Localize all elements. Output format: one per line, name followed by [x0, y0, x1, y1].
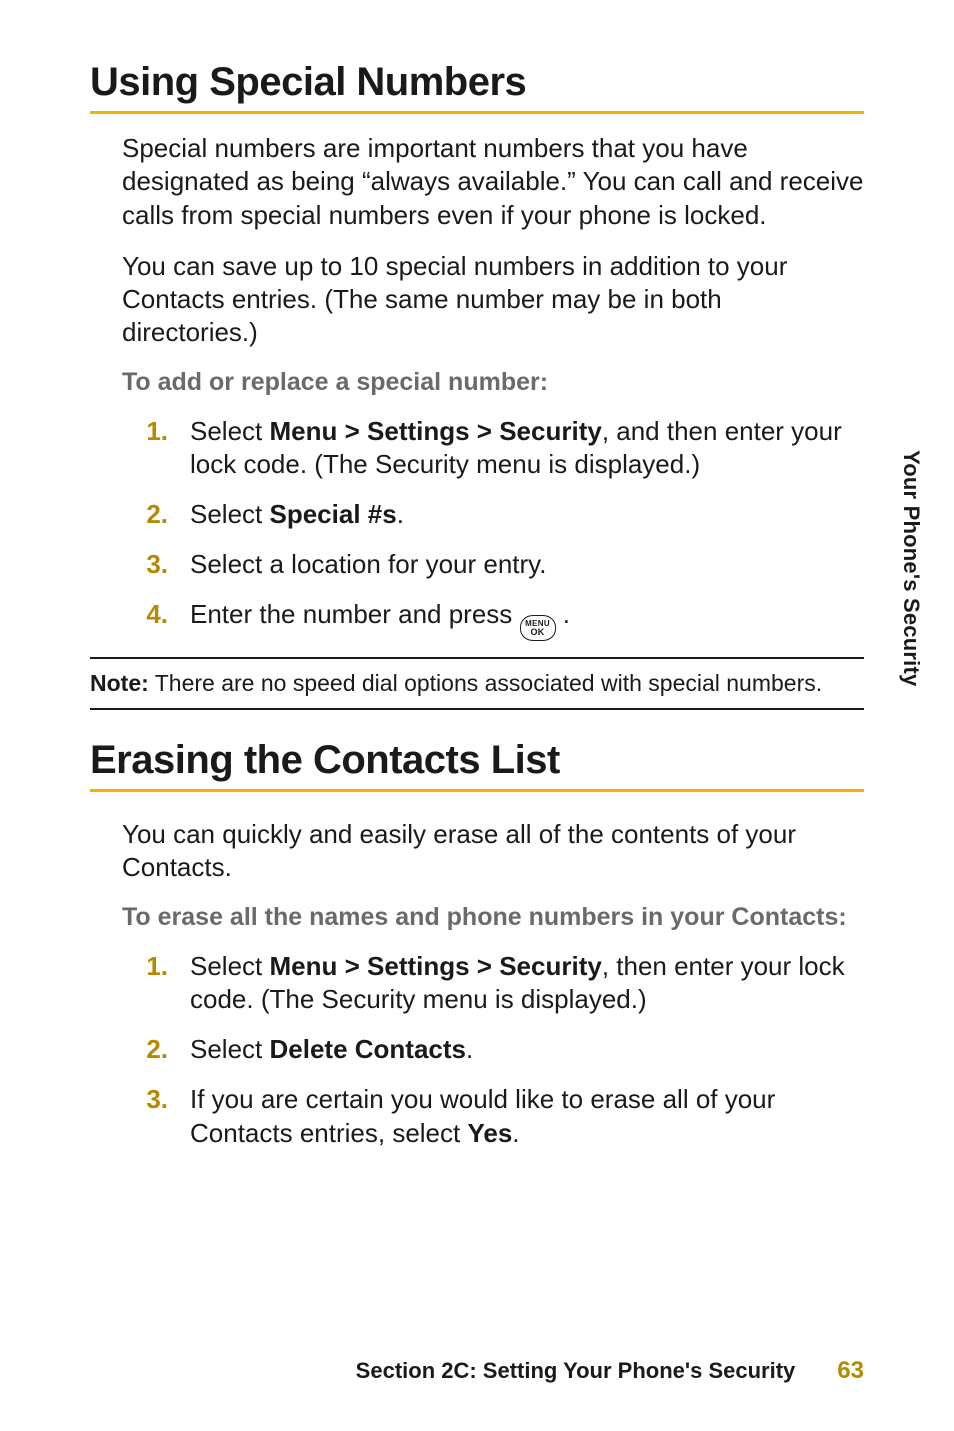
section1-para1: Special numbers are important numbers th… [122, 132, 864, 232]
footer-page-number: 63 [837, 1357, 864, 1385]
step-text: Enter the number and press MENUOK . [190, 598, 864, 642]
section2-para1: You can quickly and easily erase all of … [122, 818, 864, 885]
section2-lead: To erase all the names and phone numbers… [122, 903, 864, 932]
menu-ok-key-icon: MENUOK [520, 615, 556, 641]
note-text: There are no speed dial options associat… [149, 670, 822, 696]
list-item: 2. Select Special #s. [140, 498, 864, 532]
step-number: 2. [140, 1033, 168, 1067]
page-root: Your Phone's Security Using Special Numb… [0, 0, 954, 1431]
section1-body: Special numbers are important numbers th… [90, 132, 864, 641]
step-post: . [512, 1118, 519, 1148]
section1-title: Using Special Numbers [90, 60, 864, 105]
list-item: 1. Select Menu > Settings > Security, an… [140, 415, 864, 483]
footer-section-label: Section 2C: Setting Your Phone's Securit… [356, 1358, 796, 1384]
note-rule-bottom [90, 708, 864, 710]
side-tab-label: Your Phone's Security [898, 450, 924, 686]
section1-para2: You can save up to 10 special numbers in… [122, 250, 864, 350]
step-bold: Menu > Settings > Security [270, 951, 602, 981]
section1-lead: To add or replace a special number: [122, 368, 864, 397]
section2-rule [90, 789, 864, 792]
step-text: Select Special #s. [190, 498, 864, 532]
step-number: 2. [140, 498, 168, 532]
section2: Erasing the Contacts List You can quickl… [90, 738, 864, 1151]
step-pre: Select [190, 951, 270, 981]
step-bold: Special #s [270, 499, 397, 529]
step-text: Select a location for your entry. [190, 548, 864, 582]
step-post: . [556, 599, 570, 629]
list-item: 4. Enter the number and press MENUOK . [140, 598, 864, 642]
list-item: 3. If you are certain you would like to … [140, 1083, 864, 1151]
step-pre: Select [190, 1034, 270, 1064]
note-rule-top [90, 657, 864, 659]
step-bold: Delete Contacts [270, 1034, 467, 1064]
step-text: Select Delete Contacts. [190, 1033, 864, 1067]
step-number: 1. [140, 415, 168, 483]
step-text: Select Menu > Settings > Security, then … [190, 950, 864, 1018]
section1-rule [90, 111, 864, 114]
step-post: . [397, 499, 404, 529]
section2-body: You can quickly and easily erase all of … [90, 818, 864, 1151]
step-text: Select Menu > Settings > Security, and t… [190, 415, 864, 483]
step-pre: Select a location for your entry. [190, 549, 546, 579]
step-bold: Menu > Settings > Security [270, 416, 602, 446]
key-bottom: OK [530, 628, 544, 637]
list-item: 1. Select Menu > Settings > Security, th… [140, 950, 864, 1018]
step-bold: Yes [467, 1118, 512, 1148]
step-number: 1. [140, 950, 168, 1018]
section1-steps: 1. Select Menu > Settings > Security, an… [122, 415, 864, 642]
note-label: Note: [90, 670, 149, 696]
step-text: If you are certain you would like to era… [190, 1083, 864, 1151]
page-footer: Section 2C: Setting Your Phone's Securit… [90, 1357, 864, 1385]
section2-title: Erasing the Contacts List [90, 738, 864, 783]
list-item: 3. Select a location for your entry. [140, 548, 864, 582]
step-post: . [466, 1034, 473, 1064]
step-number: 3. [140, 1083, 168, 1151]
step-number: 3. [140, 548, 168, 582]
step-pre: Select [190, 416, 270, 446]
step-pre: Enter the number and press [190, 599, 520, 629]
step-pre: Select [190, 499, 270, 529]
section2-steps: 1. Select Menu > Settings > Security, th… [122, 950, 864, 1151]
note-row: Note: There are no speed dial options as… [90, 667, 864, 700]
list-item: 2. Select Delete Contacts. [140, 1033, 864, 1067]
step-number: 4. [140, 598, 168, 642]
